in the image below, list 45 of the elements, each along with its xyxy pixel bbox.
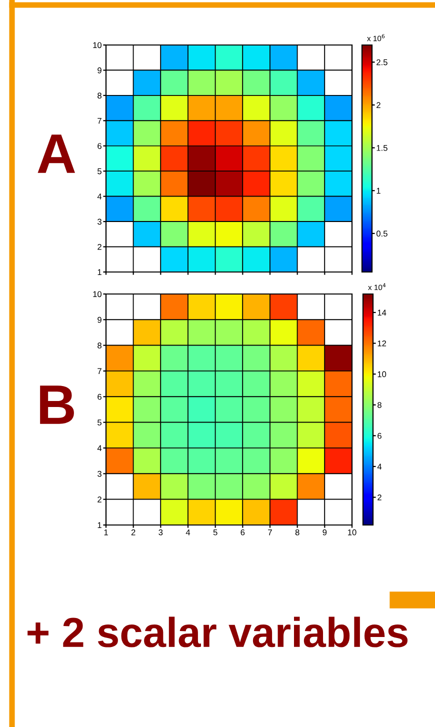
x-tick-label: 4 xyxy=(186,529,190,536)
y-tick-label: 5 xyxy=(98,420,102,426)
color-bar-label: 10 xyxy=(378,371,386,378)
y-tick-label: 4 xyxy=(97,445,102,452)
y-tick-label: 6 xyxy=(98,394,102,400)
y-tick-label: 7 xyxy=(98,368,102,374)
color-bar-label: 4 xyxy=(377,464,382,470)
color-bar-label: 2.5 xyxy=(376,59,388,66)
y-tick-label: 10 xyxy=(93,42,102,48)
y-tick-label: 5 xyxy=(98,168,102,174)
x-tick-label: 8 xyxy=(295,529,300,536)
y-tick-label: 8 xyxy=(98,342,102,348)
color-bar-label: 1 xyxy=(376,188,380,194)
y-tick-label: 1 xyxy=(98,522,102,528)
y-tick-label: 1 xyxy=(98,269,102,276)
x-tick-label: 3 xyxy=(158,529,163,536)
text: B xyxy=(40,386,74,424)
x-tick-label: 6 xyxy=(240,529,245,536)
y-tick-label: 3 xyxy=(98,470,102,477)
y-tick-label: 4 xyxy=(97,194,102,200)
x-tick-label: 10 xyxy=(348,529,356,536)
color-bar-label: 2 xyxy=(376,102,380,108)
x-tick-label: 5 xyxy=(213,529,218,536)
color-bar-label: 14 xyxy=(378,310,386,316)
x-tick-label: 1 xyxy=(104,529,108,536)
color-bar-label: 8 xyxy=(378,402,382,408)
y-tick-label: 2 xyxy=(98,496,102,502)
y-tick-label: 2 xyxy=(98,244,102,250)
color-bar-label: 2 xyxy=(378,494,382,500)
text: + 2 scalar variables xyxy=(28,616,408,648)
text: A xyxy=(38,134,76,173)
x-tick-label: 9 xyxy=(322,529,327,536)
y-tick-label: 9 xyxy=(98,316,102,323)
color-bar-label: 6 xyxy=(378,432,382,439)
x-tick-label: 7 xyxy=(268,529,272,536)
color-bar-label: 1.5 xyxy=(376,145,388,151)
y-tick-label: 6 xyxy=(98,143,102,149)
x-tick-label: 2 xyxy=(131,529,136,536)
color-bar-label: 12 xyxy=(378,340,386,346)
color-bar-label: 0.5 xyxy=(376,230,388,237)
y-tick-label: 3 xyxy=(98,218,102,225)
y-tick-label: 8 xyxy=(98,92,102,99)
y-tick-label: 7 xyxy=(98,118,102,124)
y-tick-label: 10 xyxy=(93,291,102,298)
y-tick-label: 9 xyxy=(98,67,102,74)
